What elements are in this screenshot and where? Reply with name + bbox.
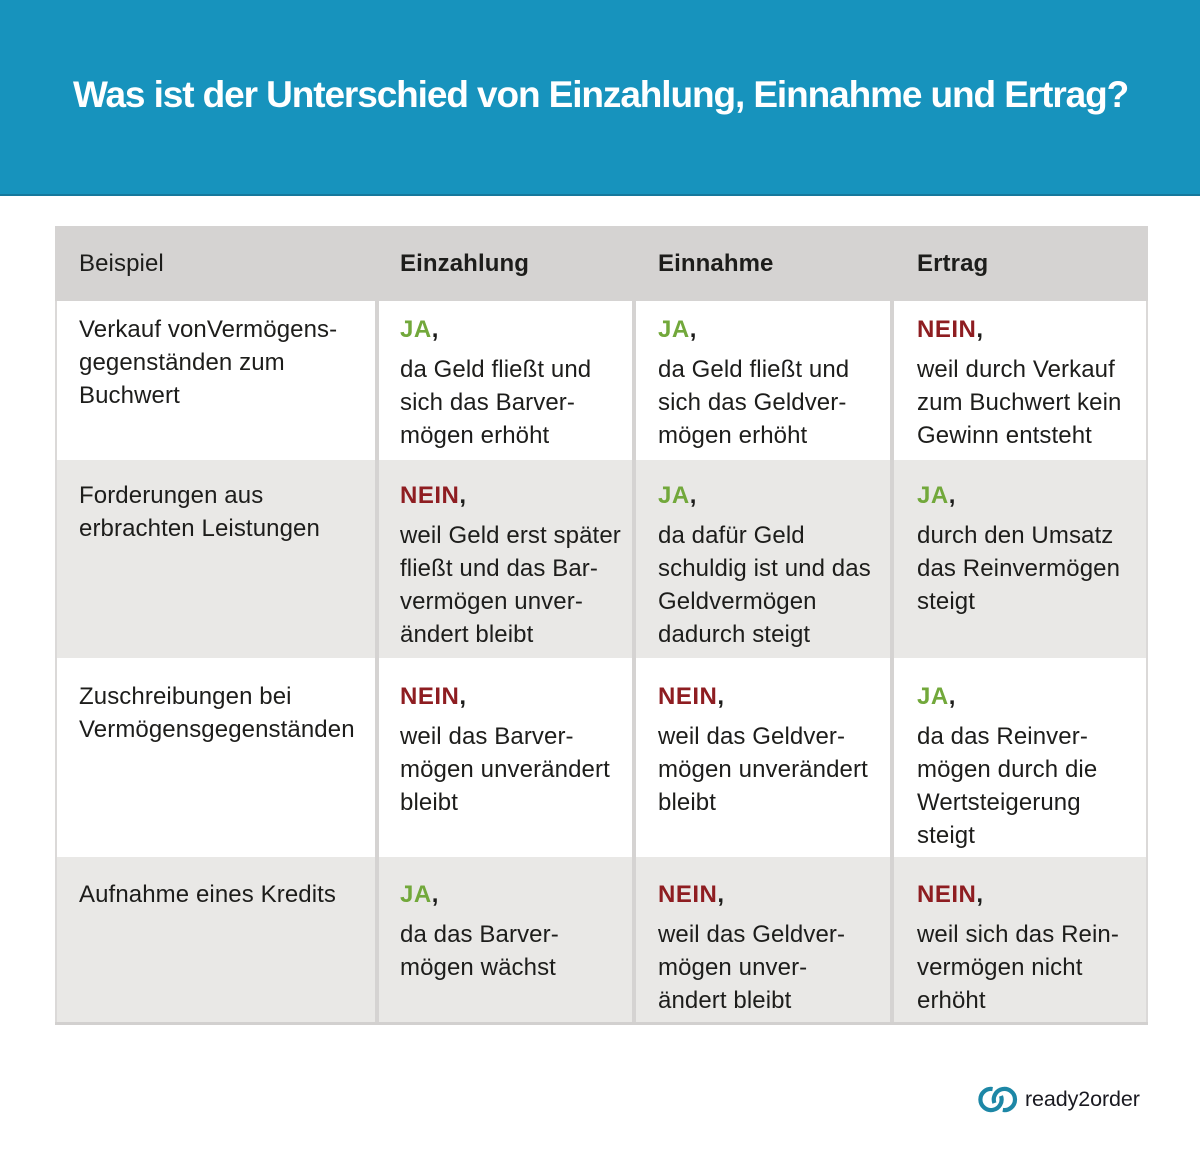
- verdict-line: NEIN,: [658, 878, 892, 911]
- answer-cell: NEIN, weil durch Verkauf zum Buchwert ke…: [892, 301, 1148, 460]
- verdict-comma: ,: [976, 316, 984, 343]
- answer-cell: JA, da das Barver- mögen wächst: [377, 857, 634, 1025]
- explanation-text: weil sich das Rein- vermögen nicht erhöh…: [917, 920, 1119, 1014]
- explanation-text: da das Reinver- mögen durch die Wertstei…: [917, 723, 1098, 849]
- table-row: Zuschreibungen bei Vermögensgegenständen…: [55, 658, 1148, 857]
- verdict-line: JA,: [917, 479, 1148, 512]
- verdict-comma: ,: [948, 683, 956, 710]
- verdict-word: NEIN: [917, 316, 977, 343]
- explanation-text: da Geld fließt und sich das Geldver- mög…: [658, 356, 850, 449]
- brand-name: ready2order: [1025, 1087, 1140, 1111]
- answer-cell: NEIN, weil das Geldver- mögen unver- änd…: [634, 857, 892, 1025]
- page-title: Was ist der Unterschied von Einzahlung, …: [73, 74, 1129, 115]
- verdict-word: JA: [400, 880, 432, 908]
- table-left-border: [55, 301, 57, 1022]
- verdict-line: JA,: [400, 313, 634, 346]
- verdict-comma: ,: [976, 880, 984, 908]
- column-header-einzahlung: Einzahlung: [400, 249, 529, 277]
- explanation-text: weil Geld erst später fließt und das Bar…: [400, 522, 621, 648]
- answer-cell: JA, da dafür Geld schuldig ist und das G…: [634, 460, 892, 658]
- verdict-comma: ,: [689, 316, 697, 343]
- explanation-text: weil das Barver- mögen unverändert bleib…: [400, 723, 610, 816]
- example-cell: Aufnahme eines Kredits: [79, 880, 337, 908]
- interlocked-rings-icon: [978, 1086, 1018, 1113]
- example-cell: Verkauf vonVermögens- gegenständen zum B…: [79, 316, 338, 409]
- table-bottom-border: [55, 1022, 1148, 1025]
- table-right-border: [1146, 301, 1148, 1022]
- verdict-line: JA,: [658, 479, 892, 512]
- verdict-word: NEIN: [400, 482, 460, 509]
- verdict-line: JA,: [917, 680, 1148, 713]
- verdict-comma: ,: [431, 316, 439, 343]
- table-row: Verkauf vonVermögens- gegenständen zum B…: [55, 301, 1148, 460]
- verdict-comma: ,: [717, 683, 725, 710]
- comparison-table: Beispiel Einzahlung Einnahme Ertrag Verk…: [55, 226, 1148, 1025]
- explanation-text: weil das Geldver- mögen unverändert blei…: [658, 723, 868, 816]
- verdict-line: NEIN,: [658, 680, 892, 713]
- table-row: Aufnahme eines Kredits JA, da das Barver…: [55, 857, 1148, 1025]
- explanation-text: weil durch Verkauf zum Buchwert kein Gew…: [917, 356, 1122, 449]
- column-header-beispiel: Beispiel: [79, 249, 164, 277]
- explanation-text: durch den Umsatz das Reinvermögen steigt: [917, 522, 1121, 615]
- verdict-comma: ,: [431, 880, 439, 908]
- explanation-text: da Geld fließt und sich das Barver- möge…: [400, 356, 592, 449]
- verdict-line: NEIN,: [400, 479, 634, 512]
- verdict-comma: ,: [459, 683, 467, 710]
- verdict-word: NEIN: [658, 880, 718, 908]
- answer-cell: NEIN, weil sich das Rein- vermögen nicht…: [892, 857, 1148, 1025]
- column-header-ertrag: Ertrag: [917, 249, 989, 277]
- verdict-word: JA: [917, 482, 949, 509]
- verdict-line: JA,: [400, 878, 634, 911]
- verdict-word: JA: [658, 482, 690, 509]
- column-header-einnahme: Einnahme: [658, 249, 774, 277]
- answer-cell: JA, da Geld fließt und sich das Barver- …: [377, 301, 634, 460]
- brand-logo: ready2order: [978, 1086, 1140, 1113]
- column-divider: [632, 301, 636, 1022]
- example-cell: Zuschreibungen bei Vermögensgegenständen: [79, 683, 355, 743]
- verdict-comma: ,: [948, 482, 956, 509]
- example-cell: Forderungen aus erbrachten Leistungen: [79, 482, 320, 542]
- verdict-word: JA: [917, 683, 949, 710]
- answer-cell: JA, da das Reinver- mögen durch die Wert…: [892, 658, 1148, 857]
- explanation-text: da das Barver- mögen wächst: [400, 920, 559, 981]
- verdict-line: JA,: [658, 313, 892, 346]
- answer-cell: JA, da Geld fließt und sich das Geldver-…: [634, 301, 892, 460]
- explanation-text: da dafür Geld schuldig ist und das Geldv…: [658, 522, 871, 648]
- verdict-line: NEIN,: [917, 878, 1148, 911]
- verdict-word: NEIN: [400, 683, 460, 710]
- verdict-word: JA: [400, 316, 432, 343]
- verdict-word: JA: [658, 316, 690, 343]
- column-divider: [375, 301, 379, 1022]
- answer-cell: NEIN, weil Geld erst später fließt und d…: [377, 460, 634, 658]
- table-header-row: Beispiel Einzahlung Einnahme Ertrag: [55, 226, 1148, 301]
- verdict-word: NEIN: [917, 880, 977, 908]
- answer-cell: NEIN, weil das Geldver- mögen unveränder…: [634, 658, 892, 857]
- header-banner: Was ist der Unterschied von Einzahlung, …: [0, 0, 1200, 196]
- answer-cell: NEIN, weil das Barver- mögen unverändert…: [377, 658, 634, 857]
- table-row: Forderungen aus erbrachten Leistungen NE…: [55, 460, 1148, 658]
- answer-cell: JA, durch den Umsatz das Reinvermögen st…: [892, 460, 1148, 658]
- verdict-comma: ,: [689, 482, 697, 509]
- verdict-line: NEIN,: [917, 313, 1148, 346]
- verdict-word: NEIN: [658, 683, 718, 710]
- explanation-text: weil das Geldver- mögen unver- ändert bl…: [658, 920, 846, 1014]
- verdict-line: NEIN,: [400, 680, 634, 713]
- column-divider: [890, 301, 894, 1022]
- verdict-comma: ,: [459, 482, 467, 509]
- verdict-comma: ,: [717, 880, 725, 908]
